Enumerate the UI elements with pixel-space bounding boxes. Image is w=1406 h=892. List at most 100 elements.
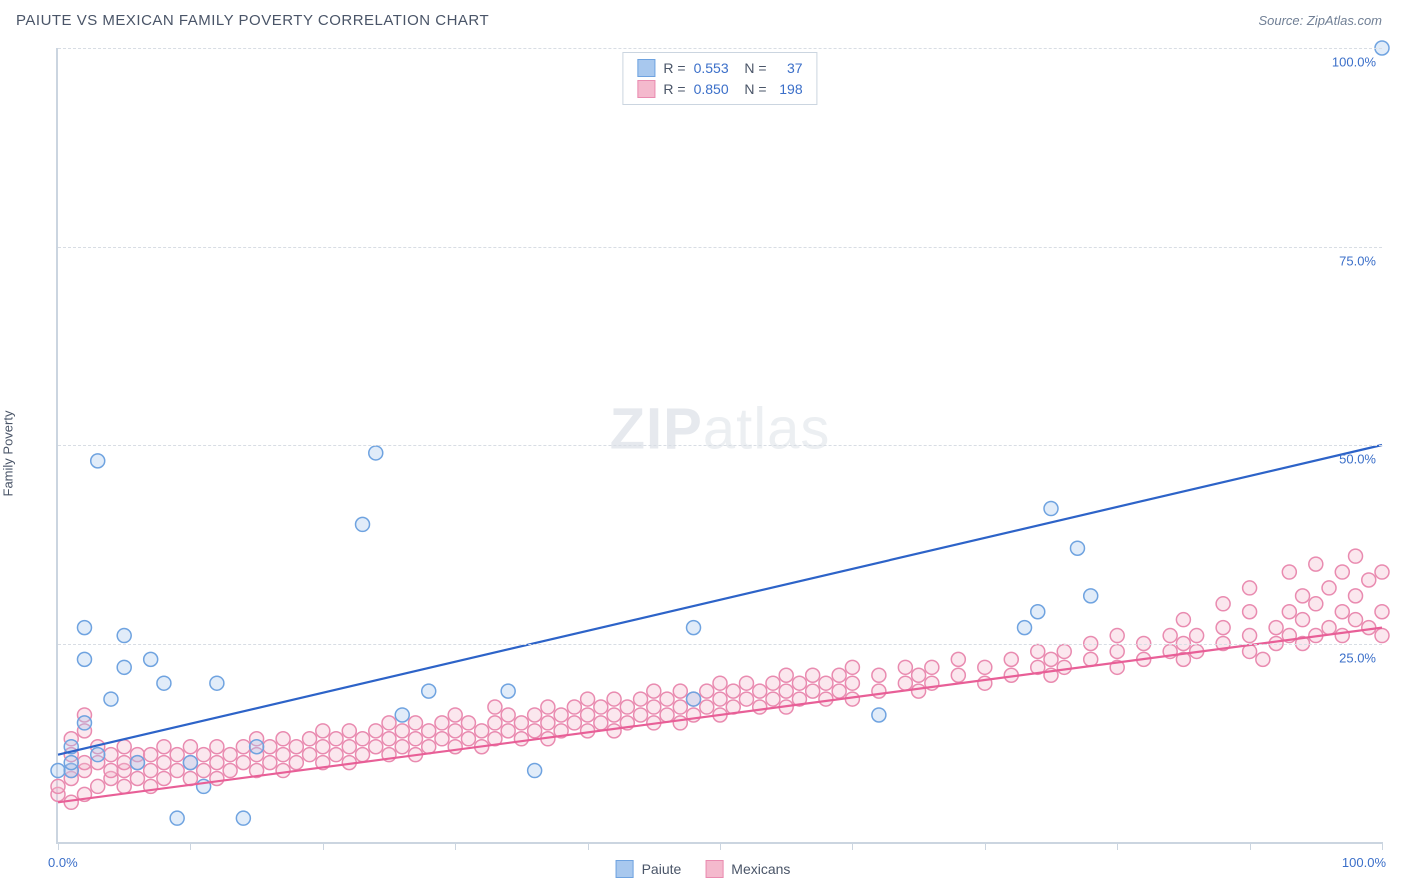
- data-point: [117, 629, 131, 643]
- data-point: [647, 700, 661, 714]
- correlation-legend: R = 0.553 N = 37R = 0.850 N = 198: [622, 52, 817, 105]
- data-point: [369, 724, 383, 738]
- data-point: [395, 724, 409, 738]
- data-point: [713, 692, 727, 706]
- data-point: [501, 684, 515, 698]
- data-point: [408, 732, 422, 746]
- data-point: [753, 684, 767, 698]
- data-point: [528, 708, 542, 722]
- data-point: [342, 724, 356, 738]
- data-point: [422, 724, 436, 738]
- data-point: [104, 692, 118, 706]
- legend-row: R = 0.553 N = 37: [637, 59, 802, 77]
- y-tick-label: 100.0%: [1332, 55, 1376, 70]
- data-point: [872, 684, 886, 698]
- data-point: [329, 732, 343, 746]
- data-point: [739, 692, 753, 706]
- data-point: [461, 732, 475, 746]
- series-legend: PaiuteMexicans: [616, 860, 791, 878]
- legend-n-label: N =: [737, 60, 767, 76]
- data-point: [1044, 502, 1058, 516]
- data-point: [1216, 621, 1230, 635]
- data-point: [978, 660, 992, 674]
- data-point: [647, 684, 661, 698]
- y-tick-label: 75.0%: [1339, 253, 1376, 268]
- data-point: [912, 684, 926, 698]
- data-point: [329, 748, 343, 762]
- data-point: [1349, 613, 1363, 627]
- data-point: [91, 748, 105, 762]
- data-point: [607, 724, 621, 738]
- data-point: [77, 756, 91, 770]
- data-point: [303, 732, 317, 746]
- data-point: [501, 708, 515, 722]
- data-point: [210, 771, 224, 785]
- data-point: [289, 740, 303, 754]
- data-point: [832, 668, 846, 682]
- data-point: [210, 676, 224, 690]
- data-point: [541, 700, 555, 714]
- data-point: [210, 740, 224, 754]
- data-point: [832, 684, 846, 698]
- data-point: [157, 740, 171, 754]
- legend-swatch: [705, 860, 723, 878]
- data-point: [1309, 557, 1323, 571]
- x-tick: [588, 842, 589, 850]
- data-point: [448, 708, 462, 722]
- data-point: [1031, 644, 1045, 658]
- data-point: [514, 732, 528, 746]
- data-point: [210, 756, 224, 770]
- data-point: [157, 756, 171, 770]
- data-point: [117, 660, 131, 674]
- data-point: [488, 716, 502, 730]
- chart-area: Family Poverty ZIPatlas R = 0.553 N = 37…: [16, 48, 1382, 844]
- data-point: [1282, 565, 1296, 579]
- data-point: [130, 771, 144, 785]
- data-point: [1176, 613, 1190, 627]
- data-point: [183, 740, 197, 754]
- data-point: [144, 652, 158, 666]
- data-point: [779, 668, 793, 682]
- data-point: [594, 716, 608, 730]
- x-tick: [190, 842, 191, 850]
- data-point: [581, 708, 595, 722]
- y-axis-label: Family Poverty: [1, 411, 16, 497]
- x-axis-max-label: 100.0%: [1342, 855, 1386, 870]
- data-point: [382, 732, 396, 746]
- data-point: [1375, 629, 1389, 643]
- legend-r-value: 0.553: [694, 60, 729, 76]
- legend-r-value: 0.850: [694, 81, 729, 97]
- data-point: [303, 748, 317, 762]
- data-point: [316, 724, 330, 738]
- data-point: [170, 748, 184, 762]
- data-point: [197, 748, 211, 762]
- data-point: [395, 708, 409, 722]
- plot-region: ZIPatlas R = 0.553 N = 37R = 0.850 N = 1…: [56, 48, 1382, 844]
- data-point: [951, 668, 965, 682]
- data-point: [488, 700, 502, 714]
- data-point: [1335, 605, 1349, 619]
- data-point: [766, 692, 780, 706]
- data-point: [157, 771, 171, 785]
- data-point: [1309, 597, 1323, 611]
- data-point: [51, 764, 65, 778]
- data-point: [726, 684, 740, 698]
- data-point: [356, 748, 370, 762]
- data-point: [713, 676, 727, 690]
- data-point: [157, 676, 171, 690]
- x-tick: [985, 842, 986, 850]
- data-point: [236, 740, 250, 754]
- data-point: [620, 700, 634, 714]
- gridline: [58, 445, 1382, 446]
- data-point: [1269, 621, 1283, 635]
- data-point: [687, 692, 701, 706]
- data-point: [634, 708, 648, 722]
- data-point: [77, 652, 91, 666]
- data-point: [594, 700, 608, 714]
- data-point: [369, 446, 383, 460]
- data-point: [276, 732, 290, 746]
- data-point: [528, 764, 542, 778]
- data-point: [779, 684, 793, 698]
- data-point: [236, 756, 250, 770]
- data-point: [1044, 652, 1058, 666]
